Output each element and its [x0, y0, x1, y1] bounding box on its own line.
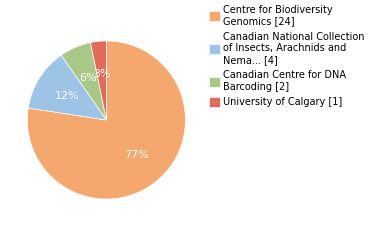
Text: 12%: 12%: [55, 91, 80, 101]
Legend: Centre for Biodiversity
Genomics [24], Canadian National Collection
of Insects, : Centre for Biodiversity Genomics [24], C…: [210, 5, 364, 107]
Wedge shape: [28, 55, 106, 120]
Wedge shape: [90, 41, 106, 120]
Text: 77%: 77%: [124, 150, 149, 160]
Text: 3%: 3%: [93, 69, 111, 79]
Wedge shape: [61, 42, 106, 120]
Text: 6%: 6%: [79, 73, 97, 83]
Wedge shape: [27, 41, 185, 199]
